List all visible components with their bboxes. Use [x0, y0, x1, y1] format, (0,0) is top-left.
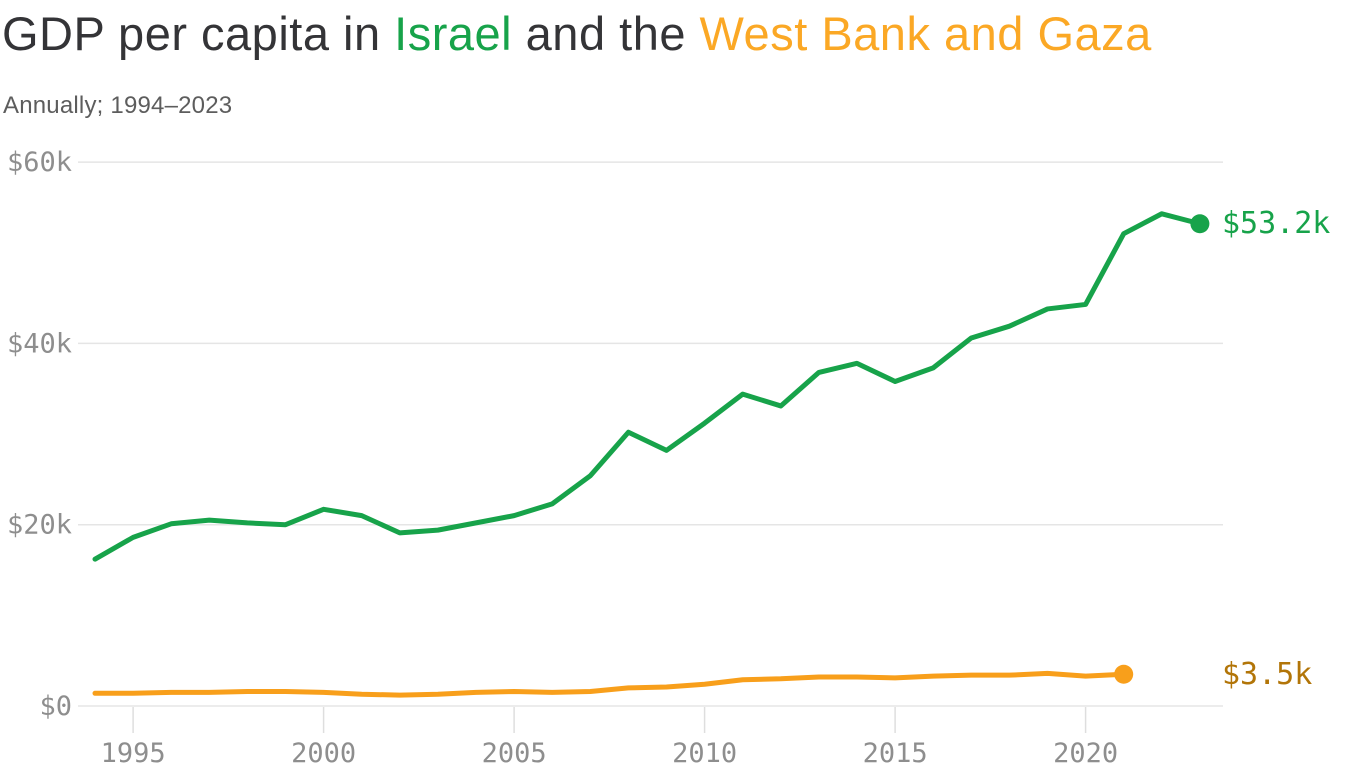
x-axis-label: 2020	[1053, 738, 1118, 768]
x-axis-label: 2010	[672, 738, 737, 768]
y-axis-label: $40k	[7, 328, 72, 359]
x-axis-label: 2000	[291, 738, 356, 768]
line-west-bank-and-gaza	[92, 670, 1127, 698]
israel-end-label: $53.2k	[1222, 206, 1331, 241]
x-axis-label: 1995	[101, 738, 166, 768]
title-prefix: GDP per capita in	[2, 7, 395, 60]
chart-title: GDP per capita in Israel and the West Ba…	[2, 6, 1152, 61]
y-axis-label: $60k	[7, 147, 72, 178]
line-israel	[92, 211, 1203, 562]
endpoint-dot-israel	[1190, 214, 1210, 234]
y-axis-label: $0	[39, 691, 72, 722]
title-west-bank-gaza: West Bank and Gaza	[699, 7, 1152, 60]
x-axis-label: 2015	[863, 738, 928, 768]
title-middle: and the	[512, 7, 700, 60]
wbg-end-label: $3.5k	[1222, 657, 1313, 692]
chart-subtitle: Annually; 1994–2023	[3, 92, 233, 119]
y-axis-label: $20k	[7, 510, 72, 541]
title-israel: Israel	[394, 7, 513, 60]
endpoint-dot-west-bank-and-gaza	[1114, 664, 1134, 684]
x-axis-label: 2005	[482, 738, 547, 768]
